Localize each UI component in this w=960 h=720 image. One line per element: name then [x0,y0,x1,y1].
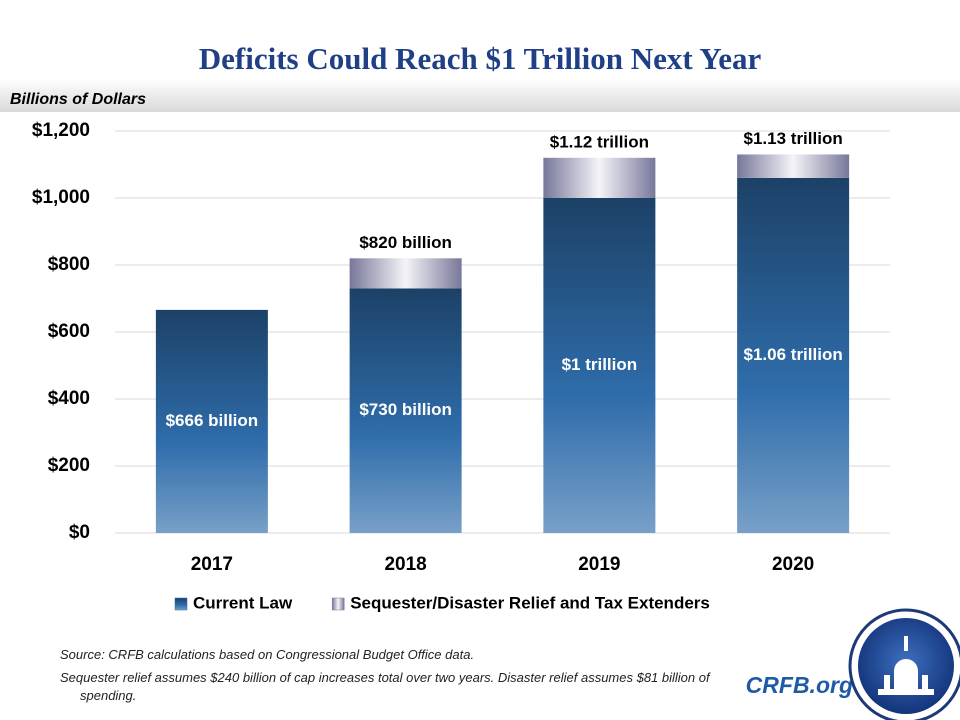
bar-current-law [155,309,268,533]
x-tick-label: 2017 [191,554,233,575]
y-axis-label: Billions of Dollars [10,91,146,108]
bar-value-label: $1.06 trillion [744,345,843,364]
y-tick-label: $400 [48,388,90,409]
x-tick-label: 2020 [772,554,814,575]
bar-value-label: $666 billion [166,411,259,430]
bar-current-law [349,288,462,533]
source-note: Source: CRFB calculations based on Congr… [60,647,475,662]
total-label: $820 billion [359,233,452,252]
y-tick-label: $0 [69,522,90,543]
bar-additional [543,157,656,198]
legend-swatch [331,597,345,611]
logo-capitol [878,636,934,695]
legend-label: Current Law [193,593,293,612]
bar-additional [349,258,462,289]
y-tick-label: $1,000 [32,187,90,208]
bar-current-law [737,177,850,533]
logo [848,608,960,720]
x-tick-label: 2018 [384,554,426,575]
y-tick-label: $800 [48,254,90,275]
bar-value-label: $730 billion [359,400,452,419]
bar-additional [737,154,850,178]
y-tick-label: $1,200 [32,120,90,141]
bar-current-law [543,198,656,533]
legend-label: Sequester/Disaster Relief and Tax Extend… [350,593,710,612]
total-label: $1.13 trillion [744,129,843,148]
header-band [0,0,960,112]
y-tick-label: $600 [48,321,90,342]
brand: CRFB.org [746,672,853,698]
chart-title: Deficits Could Reach $1 Trillion Next Ye… [199,41,762,76]
y-tick-label: $200 [48,455,90,476]
total-label: $1.12 trillion [550,132,649,151]
legend-swatch [174,597,188,611]
x-tick-label: 2019 [578,554,620,575]
bar-value-label: $1 trillion [562,355,638,374]
footnote: Sequester relief assumes $240 billion of… [60,670,710,703]
